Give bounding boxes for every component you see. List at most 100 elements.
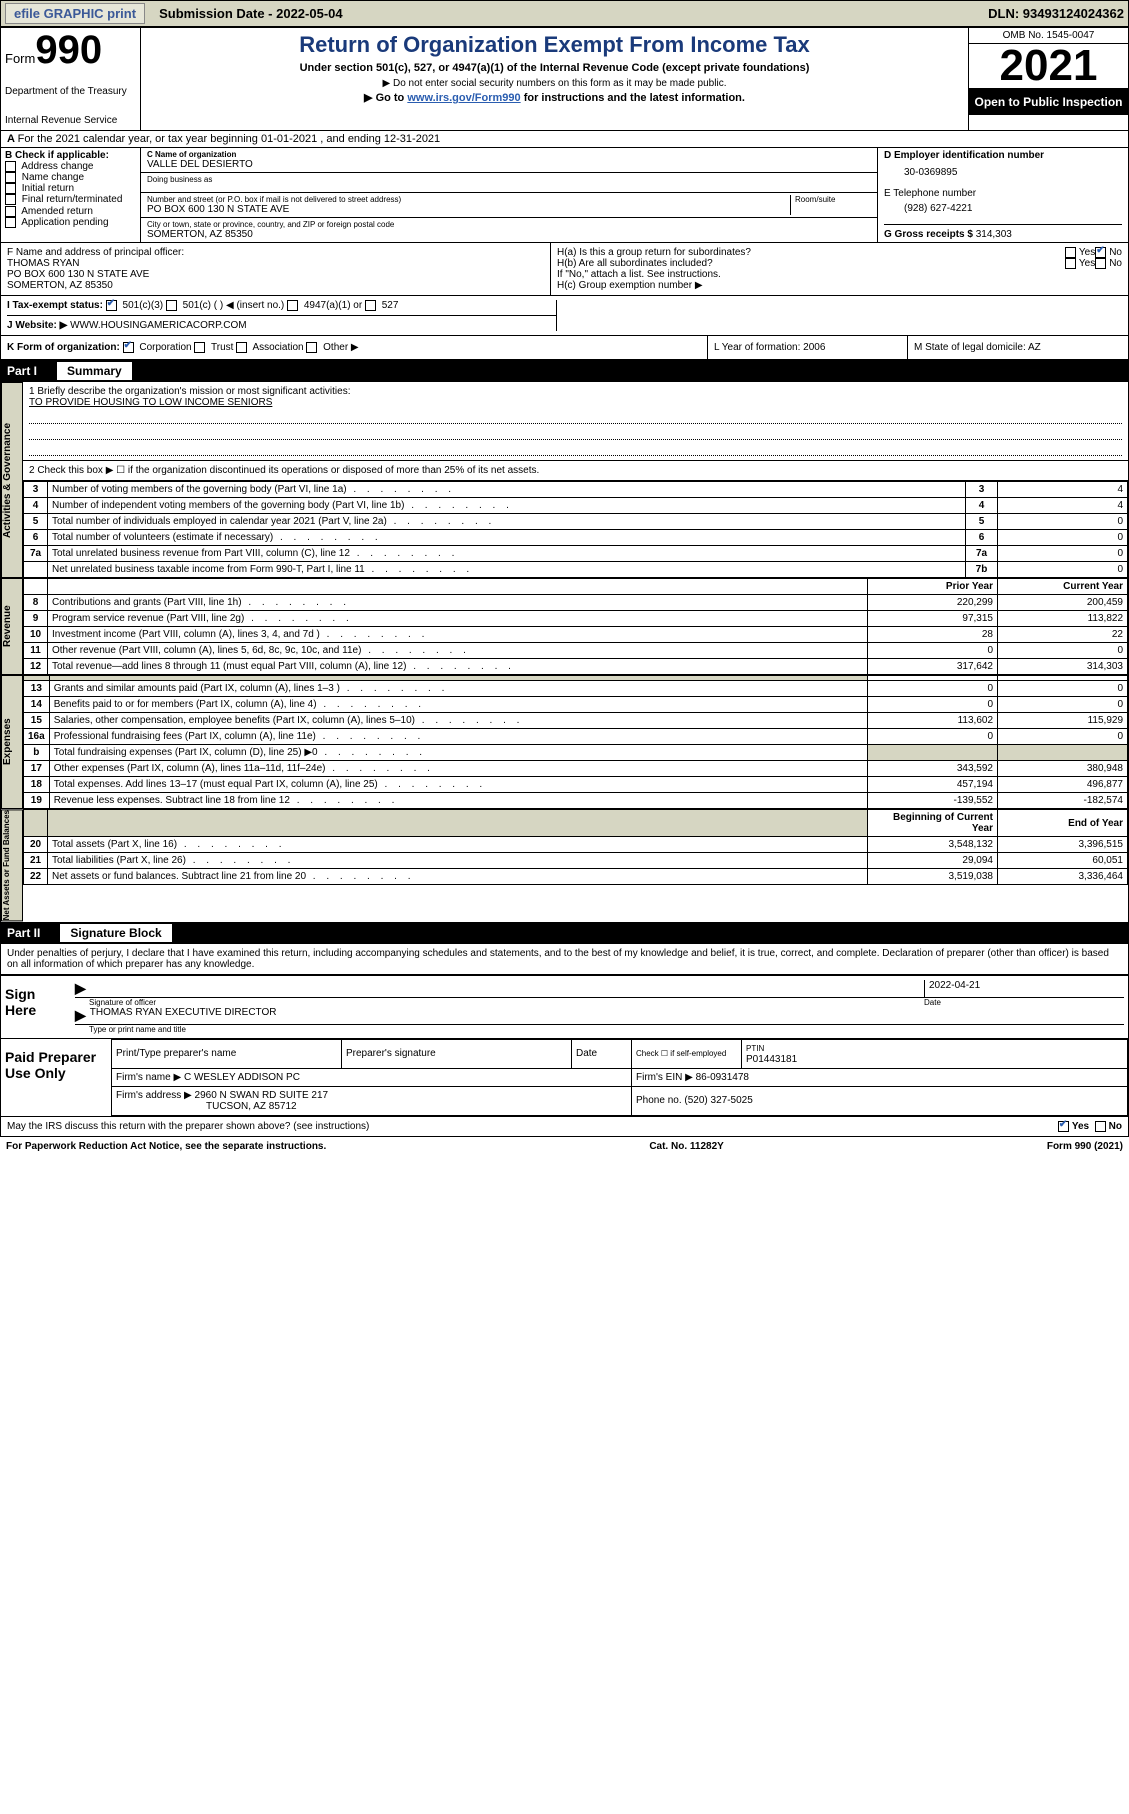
- q2-label: 2 Check this box ▶ ☐ if the organization…: [23, 461, 1128, 481]
- date-label: Date: [924, 998, 1124, 1007]
- room-label: Room/suite: [791, 195, 871, 215]
- dba-label: Doing business as: [147, 175, 871, 184]
- firm-addr2: TUCSON, AZ 85712: [116, 1101, 297, 1112]
- no-label: No: [1109, 247, 1122, 258]
- paid-prep-header: Paid Preparer Use Only: [1, 1039, 111, 1116]
- 501c-checkbox[interactable]: [166, 300, 177, 311]
- part1-label: Summary: [57, 362, 132, 380]
- sig-label: Signature of officer: [75, 998, 924, 1007]
- ha-yes-checkbox[interactable]: [1065, 247, 1076, 258]
- open-public: Open to Public Inspection: [969, 89, 1128, 115]
- ha-no-checkbox[interactable]: [1095, 247, 1106, 258]
- street: PO BOX 600 130 N STATE AVE: [147, 204, 786, 215]
- submission-date: 2022-05-04: [276, 6, 343, 21]
- discuss-q: May the IRS discuss this return with the…: [7, 1121, 1058, 1132]
- year-formation: L Year of formation: 2006: [708, 336, 908, 359]
- officer-name: THOMAS RYAN: [7, 258, 544, 269]
- perjury-text: Under penalties of perjury, I declare th…: [1, 944, 1128, 975]
- paperwork-notice: For Paperwork Reduction Act Notice, see …: [6, 1141, 326, 1152]
- prep-date-label: Date: [572, 1039, 632, 1068]
- ein: 30-0369895: [904, 167, 1122, 178]
- prep-name-label: Print/Type preparer's name: [112, 1039, 342, 1068]
- ein-label: D Employer identification number: [884, 150, 1122, 161]
- vtab-revenue: Revenue: [1, 578, 23, 675]
- irs-link[interactable]: www.irs.gov/Form990: [407, 92, 520, 104]
- vtab-governance: Activities & Governance: [1, 382, 23, 578]
- ha-label: H(a) Is this a group return for subordin…: [557, 247, 1065, 258]
- hb-note: If "No," attach a list. See instructions…: [557, 269, 1122, 280]
- year-line: For the 2021 calendar year, or tax year …: [18, 133, 441, 145]
- 527-checkbox[interactable]: [365, 300, 376, 311]
- firm-name: C WESLEY ADDISON PC: [184, 1072, 300, 1083]
- hb-yes-checkbox[interactable]: [1065, 258, 1076, 269]
- hb-no-checkbox[interactable]: [1095, 258, 1106, 269]
- yes-label: Yes: [1079, 247, 1095, 258]
- discuss-yes-checkbox[interactable]: [1058, 1121, 1069, 1132]
- mission: TO PROVIDE HOUSING TO LOW INCOME SENIORS: [29, 397, 1122, 408]
- trust-checkbox[interactable]: [194, 342, 205, 353]
- b-checkbox[interactable]: [5, 194, 16, 205]
- discuss-no-checkbox[interactable]: [1095, 1121, 1106, 1132]
- vtab-expenses: Expenses: [1, 675, 23, 809]
- q1-label: 1 Briefly describe the organization's mi…: [29, 386, 1122, 397]
- website: WWW.HOUSINGAMERICACORP.COM: [70, 320, 246, 331]
- f-label: F Name and address of principal officer:: [7, 247, 544, 258]
- irs: Internal Revenue Service: [5, 115, 136, 126]
- state-domicile: M State of legal domicile: AZ: [908, 336, 1128, 359]
- corp-checkbox[interactable]: [123, 342, 134, 353]
- form-subtitle: Under section 501(c), 527, or 4947(a)(1)…: [149, 62, 960, 74]
- cat-no: Cat. No. 11282Y: [649, 1141, 723, 1152]
- self-emp-label: Check ☐ if self-employed: [632, 1039, 742, 1068]
- goto-post: for instructions and the latest informat…: [521, 92, 745, 104]
- hb-label: H(b) Are all subordinates included?: [557, 258, 1065, 269]
- hc-label: H(c) Group exemption number ▶: [557, 280, 1122, 291]
- gross-receipts: 314,303: [976, 229, 1012, 240]
- top-bar: efile GRAPHIC print Submission Date - 20…: [0, 0, 1129, 27]
- ssn-note: ▶ Do not enter social security numbers o…: [149, 78, 960, 89]
- city-label: City or town, state or province, country…: [147, 220, 871, 229]
- 4947-checkbox[interactable]: [287, 300, 298, 311]
- b-checkbox[interactable]: [5, 161, 16, 172]
- efile-button[interactable]: efile GRAPHIC print: [5, 3, 145, 24]
- tax-year: 2021: [969, 44, 1128, 89]
- 501c3-checkbox[interactable]: [106, 300, 117, 311]
- officer-addr2: SOMERTON, AZ 85350: [7, 280, 544, 291]
- name-label: Type or print name and title: [75, 1025, 1124, 1034]
- officer-addr1: PO BOX 600 130 N STATE AVE: [7, 269, 544, 280]
- ptin-label: PTIN: [746, 1044, 764, 1053]
- i-label: I Tax-exempt status:: [7, 300, 103, 311]
- b-checkbox[interactable]: [5, 172, 16, 183]
- k-label: K Form of organization:: [7, 342, 120, 353]
- b-checkbox[interactable]: [5, 206, 16, 217]
- sign-date: 2022-04-21: [924, 980, 1124, 997]
- firm-phone: (520) 327-5025: [684, 1095, 752, 1106]
- firm-addr1: 2960 N SWAN RD SUITE 217: [195, 1090, 329, 1101]
- b-checkbox[interactable]: [5, 217, 16, 228]
- j-label: J Website: ▶: [7, 320, 67, 331]
- form-word: Form: [5, 51, 35, 66]
- prep-sig-label: Preparer's signature: [342, 1039, 572, 1068]
- department: Department of the Treasury: [5, 86, 136, 97]
- firm-ein-label: Firm's EIN ▶: [636, 1072, 693, 1083]
- firm-ein: 86-0931478: [696, 1072, 749, 1083]
- b-header: B Check if applicable:: [5, 150, 136, 161]
- tel-label: E Telephone number: [884, 188, 1122, 199]
- city: SOMERTON, AZ 85350: [147, 229, 871, 240]
- goto-pre: ▶ Go to: [364, 92, 407, 104]
- part2-label: Signature Block: [60, 924, 171, 942]
- officer-signed: THOMAS RYAN EXECUTIVE DIRECTOR: [90, 1007, 277, 1024]
- firm-name-label: Firm's name ▶: [116, 1072, 181, 1083]
- submission-label: Submission Date -: [159, 6, 276, 21]
- ptin: P01443181: [746, 1054, 797, 1065]
- c-name-label: C Name of organization: [147, 150, 236, 159]
- b-checkbox[interactable]: [5, 183, 16, 194]
- vtab-net: Net Assets or Fund Balances: [1, 809, 23, 921]
- other-checkbox[interactable]: [306, 342, 317, 353]
- gross-label: G Gross receipts $: [884, 229, 973, 240]
- firm-addr-label: Firm's address ▶: [116, 1090, 192, 1101]
- assoc-checkbox[interactable]: [236, 342, 247, 353]
- form-footer: Form 990 (2021): [1047, 1141, 1123, 1152]
- telephone: (928) 627-4221: [904, 203, 1122, 214]
- form-number: 990: [35, 28, 102, 72]
- dln: DLN: 93493124024362: [988, 6, 1124, 21]
